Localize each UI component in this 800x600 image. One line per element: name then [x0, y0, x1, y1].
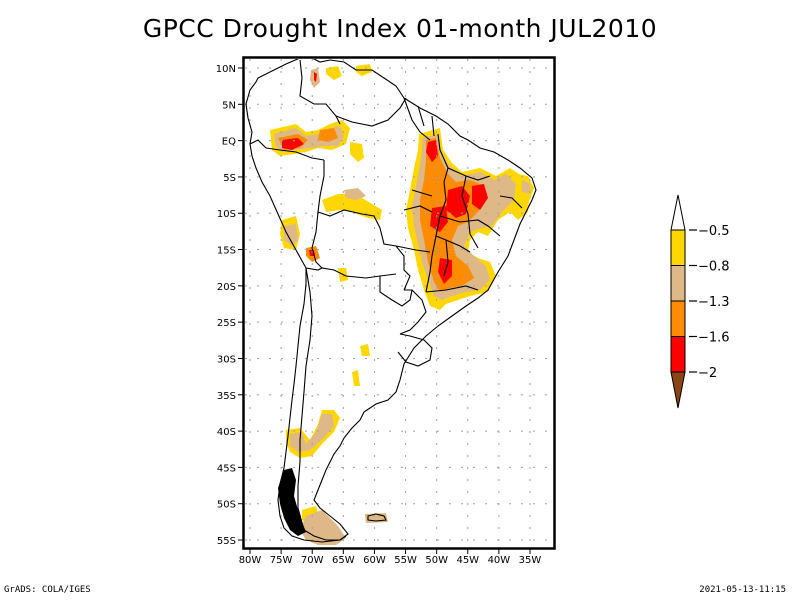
- colorbar-label: −0.8: [698, 260, 730, 275]
- lat-tick-label: 40S: [217, 427, 236, 438]
- lat-tick-label: 35S: [217, 391, 236, 402]
- lat-tick-label: 5S: [223, 173, 236, 184]
- colorbar-band: [670, 300, 686, 337]
- colorbar-bottom-arrow: [670, 371, 686, 409]
- colorbar-label: −1.6: [698, 331, 730, 346]
- lon-tick-label: 35W: [519, 555, 542, 566]
- colorbar-legend: −0.5 −0.8 −1.3 −1.6 −2: [670, 194, 730, 409]
- colorbar-top-arrow: [670, 194, 686, 231]
- colorbar-label: −0.5: [698, 224, 730, 239]
- colorbar-label: −2: [698, 366, 717, 381]
- grads-credit: GrADS: COLA/IGES: [4, 585, 91, 595]
- lon-tick-label: 40W: [488, 555, 511, 566]
- lat-tick-label: 45S: [217, 463, 236, 474]
- colorbar-band: [670, 229, 686, 266]
- lat-tick-label: 10S: [217, 209, 236, 220]
- region-argentina-yellow-1: [360, 344, 370, 356]
- border-peru-bolivia: [311, 211, 323, 269]
- colorbar-band: [670, 265, 686, 302]
- region-colombia-red: [282, 138, 304, 150]
- lat-tick-label: 20S: [217, 282, 236, 293]
- lat-tick-label: 30S: [217, 354, 236, 365]
- lon-tick-label: 45W: [456, 555, 479, 566]
- longitude-axis: 80W 75W 70W 65W 60W 55W 50W 45W 40W 35W: [239, 549, 542, 566]
- border-argentina-chile: [297, 267, 313, 531]
- region-ne-brazil-red-2: [446, 186, 470, 218]
- border-paraguay: [379, 276, 413, 307]
- colorbar-label: −1.3: [698, 295, 730, 310]
- lon-tick-label: 80W: [239, 555, 262, 566]
- lat-tick-label: 10N: [216, 64, 236, 75]
- region-amazon-yellow: [350, 142, 364, 162]
- border-argentina-brazil: [399, 289, 427, 335]
- border-chile-bolivia: [305, 267, 397, 279]
- map-title: GPCC Drought Index 01-month JUL2010: [142, 14, 658, 43]
- lat-tick-label: 5N: [222, 100, 236, 111]
- border-brazil-states: [425, 133, 523, 293]
- chile-archipelago: [278, 468, 306, 536]
- latitude-axis: 10N 5N EQ 5S 10S 15S 20S 25S 30S 35S 40S 45S 50S 55S: [216, 64, 244, 547]
- colorbar-band: [670, 336, 686, 373]
- border-uruguay: [397, 333, 433, 367]
- border-ecuador: [249, 139, 267, 149]
- lat-tick-label: 50S: [217, 500, 236, 511]
- lon-tick-label: 75W: [270, 555, 293, 566]
- region-peru-tan: [284, 224, 298, 246]
- region-venezuela-red: [314, 72, 317, 82]
- falklands-outline: [367, 513, 387, 522]
- border-bolivia-brazil: [361, 213, 411, 291]
- lat-tick-label: 55S: [217, 536, 236, 547]
- region-tdf-tan: [300, 510, 346, 545]
- region-colombia-orange-2: [318, 128, 338, 142]
- region-ne-coast-tan: [522, 180, 530, 194]
- continent-outline: [245, 59, 537, 543]
- lon-tick-label: 65W: [332, 555, 355, 566]
- lon-tick-label: 50W: [425, 555, 448, 566]
- map-frame: [242, 56, 556, 550]
- drought-shading: [270, 64, 534, 545]
- region-ne-brazil-red-3: [472, 184, 488, 210]
- lon-tick-label: 70W: [301, 555, 324, 566]
- lat-tick-label: 25S: [217, 318, 236, 329]
- coastlines: [245, 59, 537, 543]
- archipelago-fill: [278, 468, 306, 536]
- region-patagonia-tan: [290, 414, 334, 452]
- lat-tick-label: EQ: [222, 137, 236, 148]
- border-central-west: [395, 189, 433, 253]
- border-guianas: [403, 97, 435, 141]
- region-bolivia-tan: [344, 188, 366, 200]
- lat-tick-label: 15S: [217, 246, 236, 257]
- region-chaco-yellow: [352, 370, 360, 386]
- border-venezuela-brazil: [335, 97, 407, 127]
- region-venezuela-yellow: [326, 66, 342, 80]
- region-ne-brazil-red-1: [426, 140, 438, 162]
- lon-tick-label: 55W: [394, 555, 417, 566]
- tierra-del-fuego-outline: [303, 529, 347, 541]
- lon-tick-label: 60W: [363, 555, 386, 566]
- border-colombia-peru: [265, 147, 325, 161]
- timestamp: 2021-05-13-11:15: [699, 585, 786, 595]
